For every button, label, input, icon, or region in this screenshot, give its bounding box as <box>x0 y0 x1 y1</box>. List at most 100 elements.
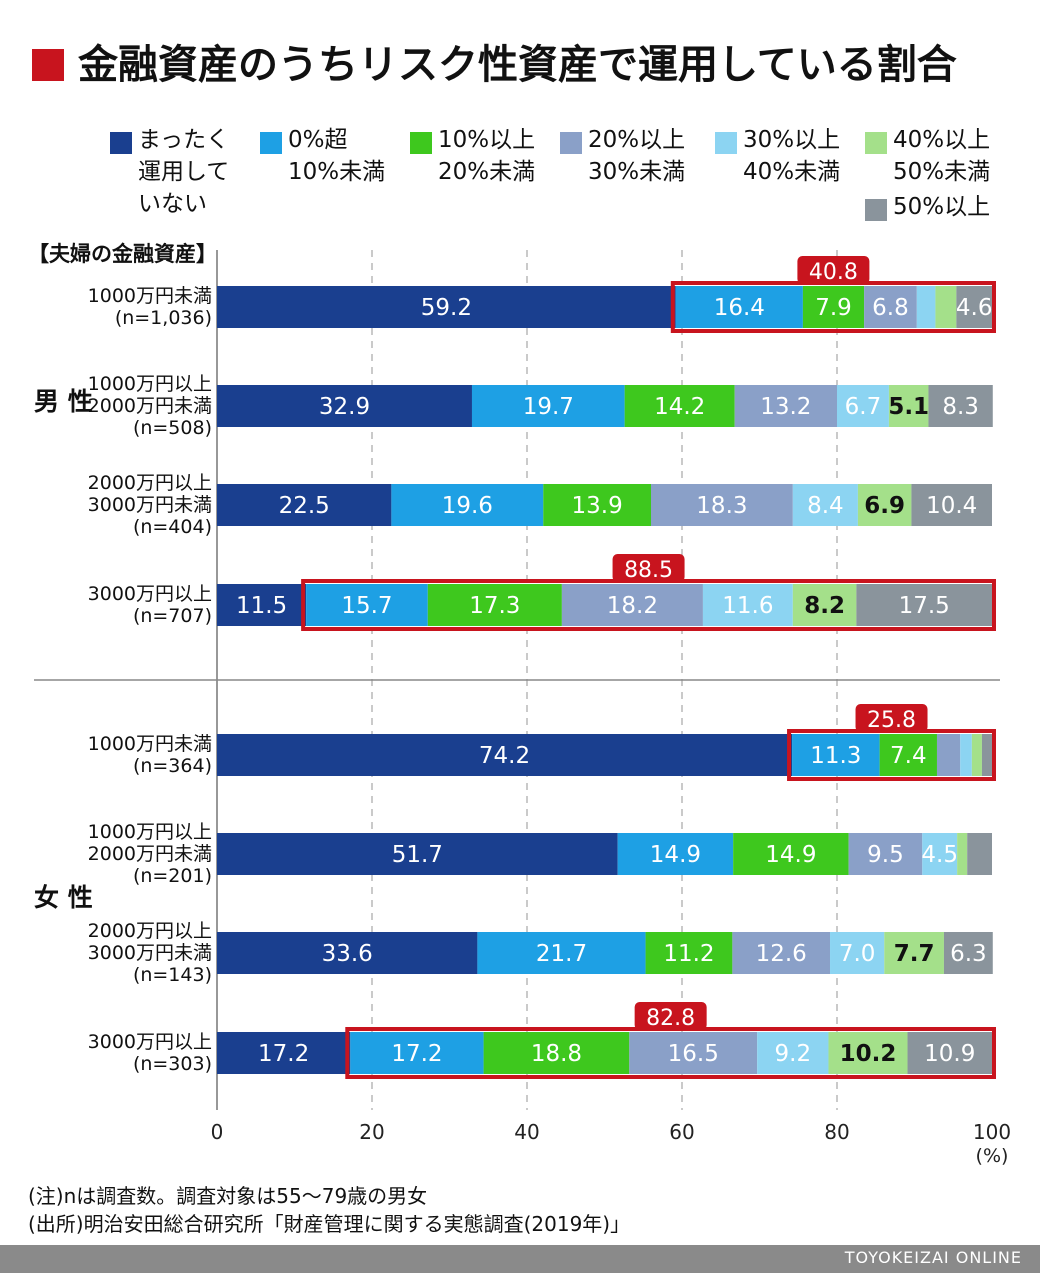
bar-segment <box>971 734 982 776</box>
row-label: 3000万円以上 (n=303) <box>87 1031 212 1075</box>
row-label: 2000万円以上 3000万円未満 (n=404) <box>87 472 212 538</box>
data-label: 33.6 <box>322 941 373 967</box>
legend-swatch <box>260 132 282 154</box>
bar-segment <box>828 1032 908 1074</box>
data-label: 74.2 <box>479 743 530 769</box>
data-label: 6.8 <box>872 295 909 321</box>
data-label: 17.2 <box>258 1041 309 1067</box>
bar-segment <box>477 932 646 974</box>
data-label: 7.9 <box>815 295 852 321</box>
data-label: 10.9 <box>924 1041 975 1067</box>
bar-segment <box>217 286 676 328</box>
bar-segment <box>350 1032 484 1074</box>
data-label: 7.0 <box>839 941 876 967</box>
data-label: 32.9 <box>319 394 370 420</box>
data-label: 17.2 <box>391 1041 442 1067</box>
legend-item: 10%以上 20%未満 <box>410 124 535 188</box>
bar-segment <box>757 1032 829 1074</box>
bar-segment <box>217 1032 351 1074</box>
bar-segment <box>733 833 849 875</box>
note-source: (出所)明治安田総合研究所「財産管理に関する実態調査(2019年)」 <box>28 1212 631 1236</box>
data-label: 6.9 <box>864 493 905 519</box>
data-label: 51.7 <box>392 842 443 868</box>
data-label: 9.5 <box>867 842 904 868</box>
bar-segment <box>864 286 917 328</box>
data-label: 10.2 <box>840 1041 897 1067</box>
legend-item: 40%以上 50%未満 <box>865 124 990 188</box>
row-label: 1000万円未満 (n=1,036) <box>87 285 212 329</box>
data-label: 8.2 <box>804 593 845 619</box>
data-label: 5.1 <box>888 394 929 420</box>
bar-segment <box>981 734 992 776</box>
highlight-badge <box>612 554 685 582</box>
bar-segment <box>792 584 857 626</box>
data-label: 11.6 <box>722 593 773 619</box>
legend-label: 50%以上 <box>893 194 991 220</box>
data-label: 13.9 <box>572 493 623 519</box>
data-label: 6.3 <box>950 941 987 967</box>
data-label: 7.7 <box>894 941 935 967</box>
x-tick-label: 20 <box>359 1120 384 1144</box>
title-square-icon <box>32 49 64 81</box>
row-label: 3000万円以上 (n=707) <box>87 583 212 627</box>
data-label: 6.7 <box>845 394 882 420</box>
x-tick-label: 100 <box>973 1120 1011 1144</box>
bar-segment <box>629 1032 758 1074</box>
data-label: 19.6 <box>442 493 493 519</box>
data-label: 13.2 <box>760 394 811 420</box>
data-label: 4.5 <box>921 842 958 868</box>
highlight-value: 40.8 <box>809 260 858 285</box>
bar-segment <box>911 484 992 526</box>
legend-item: まったく 運用して いない <box>110 124 229 220</box>
chart-title-text: 金融資産のうちリスク性資産で運用している割合 <box>78 42 957 88</box>
data-label: 14.2 <box>654 394 705 420</box>
legend-label: 40%以上 50%未満 <box>893 127 991 185</box>
data-label: 19.7 <box>523 394 574 420</box>
data-label: 14.9 <box>650 842 701 868</box>
data-label: 17.3 <box>469 593 520 619</box>
data-label: 17.5 <box>899 593 950 619</box>
legend-swatch <box>715 132 737 154</box>
data-label: 18.8 <box>531 1041 582 1067</box>
bar-segment <box>217 932 478 974</box>
bar-segment <box>936 734 961 776</box>
footer-bar: TOYOKEIZAI ONLINE <box>0 1245 1040 1273</box>
row-label: 1000万円以上 2000万円未満 (n=201) <box>87 821 212 887</box>
bar-segment <box>732 932 831 974</box>
data-label: 16.5 <box>668 1041 719 1067</box>
bar-segment <box>471 385 625 427</box>
legend-label: 0%超 10%未満 <box>288 127 386 185</box>
bar-segment <box>651 484 793 526</box>
legend-label: 20%以上 30%未満 <box>588 127 686 185</box>
highlight-badge <box>855 704 928 732</box>
legend-swatch <box>560 132 582 154</box>
legend-swatch <box>865 132 887 154</box>
data-label: 8.4 <box>807 493 844 519</box>
data-label: 21.7 <box>536 941 587 967</box>
data-label: 16.4 <box>714 295 765 321</box>
bar-segment <box>617 833 734 875</box>
bar-segment <box>848 833 923 875</box>
legend-label: まったく 運用して いない <box>138 127 230 217</box>
stacked-bar-chart: 0 20 40 60 80 100(%) 59.2 16.4 7.9 6.8 4.6 40.8 32.9… <box>34 250 1011 1167</box>
bar-segment <box>802 286 865 328</box>
bar-segment <box>645 932 733 974</box>
data-label: 11.3 <box>810 743 861 769</box>
bar-segment <box>935 286 957 328</box>
x-tick-label: 0 <box>211 1120 224 1144</box>
data-label: 11.2 <box>663 941 714 967</box>
bar-segment <box>624 385 735 427</box>
bar-segment <box>922 833 958 875</box>
data-label: 4.6 <box>956 295 993 321</box>
highlight-value: 88.5 <box>624 558 673 583</box>
bar-segment <box>561 584 703 626</box>
bar-segment <box>675 286 803 328</box>
bar-segment <box>306 584 428 626</box>
data-label: 14.9 <box>765 842 816 868</box>
data-label: 7.4 <box>890 743 927 769</box>
data-label: 18.2 <box>607 593 658 619</box>
data-label: 12.6 <box>756 941 807 967</box>
data-label: 9.2 <box>775 1041 812 1067</box>
row-label: 1000万円以上 2000万円未満 (n=508) <box>87 373 212 439</box>
bar-segment <box>928 385 993 427</box>
